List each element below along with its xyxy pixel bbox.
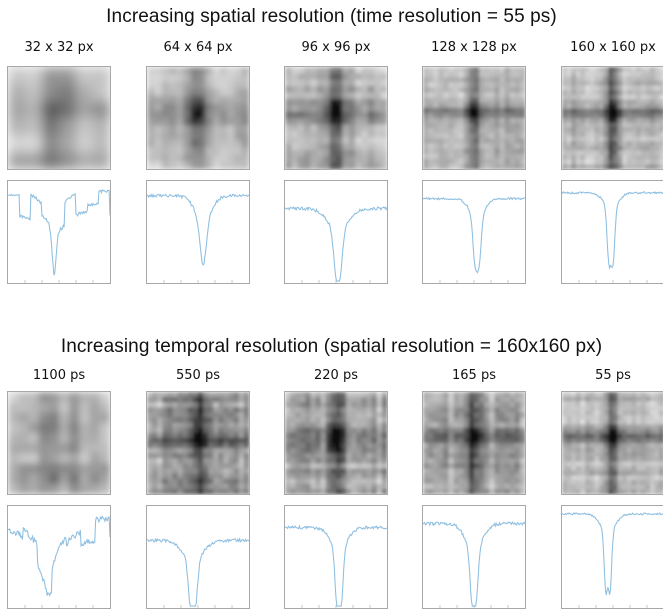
resolution-image-panel (7, 391, 111, 495)
intensity-profile-plot (422, 505, 526, 609)
column-label: 128 x 128 px (431, 40, 517, 55)
column-label: 165 ps (452, 368, 496, 383)
intensity-profile-plot (561, 180, 663, 284)
top-section-title: Increasing spatial resolution (time reso… (106, 6, 557, 27)
column-label: 32 x 32 px (24, 40, 94, 55)
column-label: 64 x 64 px (163, 40, 233, 55)
resolution-image-panel (422, 391, 526, 495)
column-label: 160 x 160 px (570, 40, 656, 55)
intensity-profile-plot (146, 505, 250, 609)
resolution-image-panel (146, 391, 250, 495)
resolution-image-panel (284, 66, 388, 170)
intensity-profile-plot (422, 180, 526, 284)
resolution-image-panel (284, 391, 388, 495)
resolution-image-panel (422, 66, 526, 170)
resolution-image-panel (7, 66, 111, 170)
column-label: 550 ps (176, 368, 220, 383)
resolution-image-panel (146, 66, 250, 170)
intensity-profile-plot (7, 180, 111, 284)
column-label: 1100 ps (32, 368, 86, 383)
column-label: 55 ps (595, 368, 631, 383)
intensity-profile-plot (284, 505, 388, 609)
resolution-image-panel (561, 66, 663, 170)
intensity-profile-plot (561, 505, 663, 609)
intensity-profile-plot (284, 180, 388, 284)
column-label: 220 ps (314, 368, 358, 383)
resolution-image-panel (561, 391, 663, 495)
bottom-section-title: Increasing temporal resolution (spatial … (60, 336, 603, 357)
intensity-profile-plot (146, 180, 250, 284)
intensity-profile-plot (7, 505, 111, 609)
column-label: 96 x 96 px (301, 40, 371, 55)
